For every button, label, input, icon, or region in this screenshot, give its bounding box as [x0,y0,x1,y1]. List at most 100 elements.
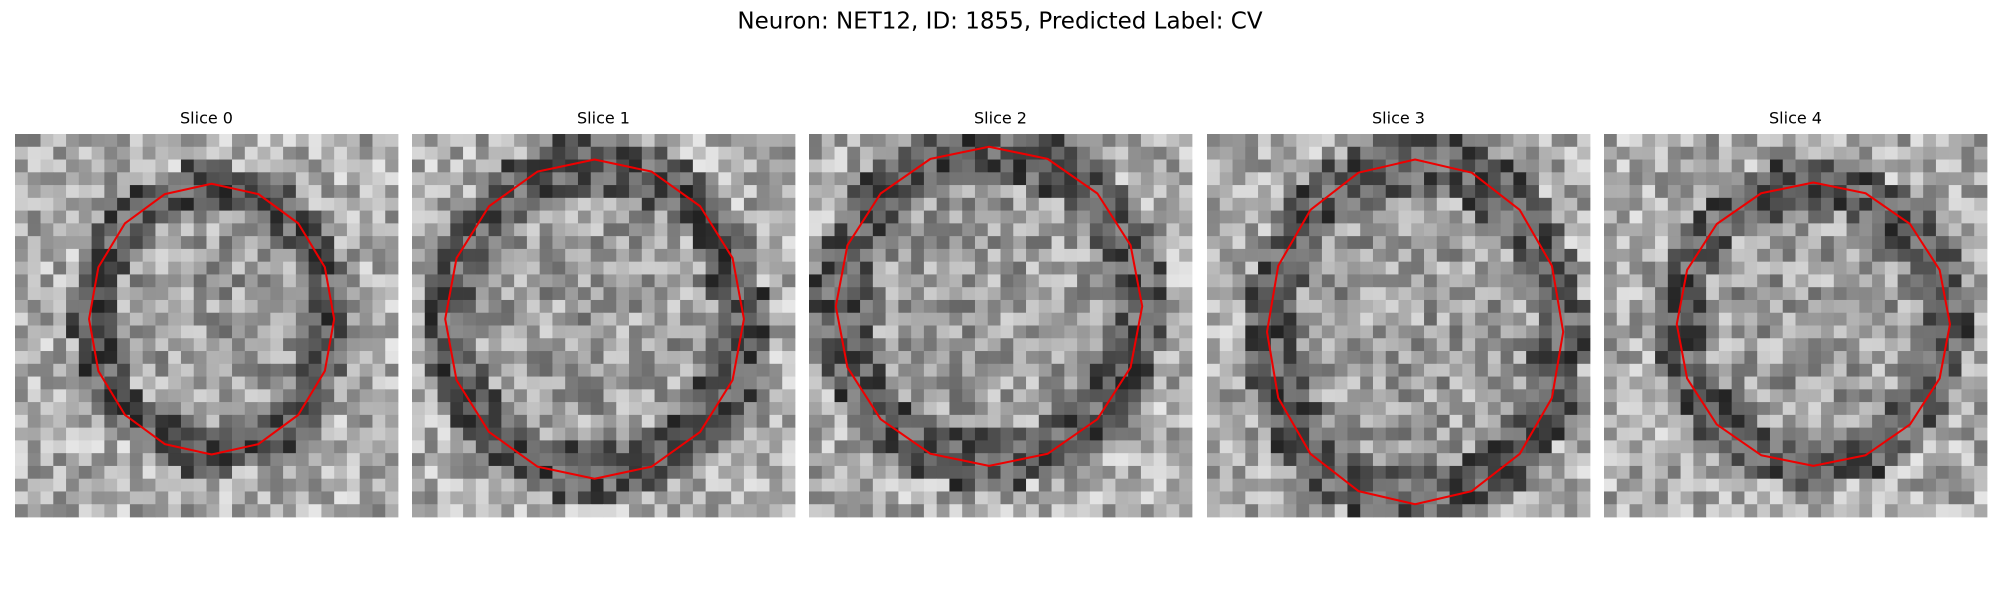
pixel [1795,223,1809,237]
pixel [987,389,1001,403]
pixel [283,440,297,454]
pixel [1667,504,1681,518]
pixel [923,402,938,416]
pixel [1462,287,1476,301]
pixel [1153,504,1167,518]
pixel [809,427,823,441]
pixel [667,248,681,263]
pixel [168,159,182,173]
pixel [1283,210,1297,224]
pixel [1115,427,1129,441]
pixel [1462,465,1476,480]
pixel [385,287,399,301]
pixel [40,299,54,314]
pixel [1077,312,1091,326]
pixel [129,478,144,492]
pixel [1629,210,1643,224]
pixel [1974,210,1988,224]
pixel [1296,299,1310,314]
pixel [962,440,976,454]
pixel [346,261,361,275]
pixel [1884,299,1899,314]
pixel [539,491,553,505]
pixel [257,261,271,275]
pixel [1128,427,1142,441]
pixel [257,440,271,454]
pixel [437,134,451,148]
pixel [1283,325,1297,339]
pixel [1655,223,1669,237]
pixel [962,210,976,224]
pixel [78,287,92,301]
pixel [1449,287,1463,301]
pixel [1115,453,1129,467]
pixel [1115,287,1129,301]
pixel [1153,453,1167,467]
pixel [359,389,373,403]
pixel [1923,351,1937,365]
pixel [270,376,284,390]
pixel [1013,287,1027,301]
pixel [1051,134,1065,148]
pixel [359,274,373,288]
pixel [526,134,541,148]
pixel [654,478,668,492]
pixel [334,223,348,237]
pixel [1655,172,1669,186]
pixel [1321,236,1336,250]
pixel [1795,236,1809,250]
pixel [1411,338,1425,352]
pixel [1207,312,1221,326]
pixel [526,478,541,492]
pixel [1500,427,1514,441]
pixel [1782,478,1796,492]
pixel [1500,236,1514,250]
pixel [193,299,207,314]
pixel [1411,402,1425,416]
pixel [1577,159,1591,173]
pixel [1757,159,1771,173]
pixel [1513,465,1527,480]
pixel [526,312,541,326]
pixel [1436,478,1450,492]
pixel [911,146,925,160]
pixel [743,504,758,518]
pixel [270,287,284,301]
pixel [616,440,630,454]
pixel [1718,389,1733,403]
pixel [1642,389,1656,403]
pixel [437,402,451,416]
pixel [821,338,835,352]
pixel [1935,172,1950,186]
pixel [1424,274,1438,288]
pixel [1051,172,1065,186]
pixel [424,197,438,211]
pixel [1166,236,1180,250]
pixel [1245,159,1259,173]
pixel [1693,504,1707,518]
pixel [424,172,438,186]
pixel [232,338,246,352]
pixel [15,491,29,505]
pixel [1744,287,1758,301]
pixel [1475,134,1489,148]
pixel [232,261,246,275]
pixel [1872,504,1886,518]
pixel [1833,299,1847,314]
pixel [257,351,271,365]
pixel [974,185,989,199]
pixel [193,427,207,441]
pixel [872,389,886,403]
pixel [654,223,668,237]
pixel [1846,261,1860,275]
pixel [847,210,861,224]
pixel [629,159,643,173]
pixel [1360,478,1374,492]
pixel [1693,274,1707,288]
pixel [705,248,719,263]
pixel [1372,223,1387,237]
pixel [1089,197,1104,211]
pixel [142,134,156,148]
pixel [193,465,207,480]
pixel [1604,159,1618,173]
